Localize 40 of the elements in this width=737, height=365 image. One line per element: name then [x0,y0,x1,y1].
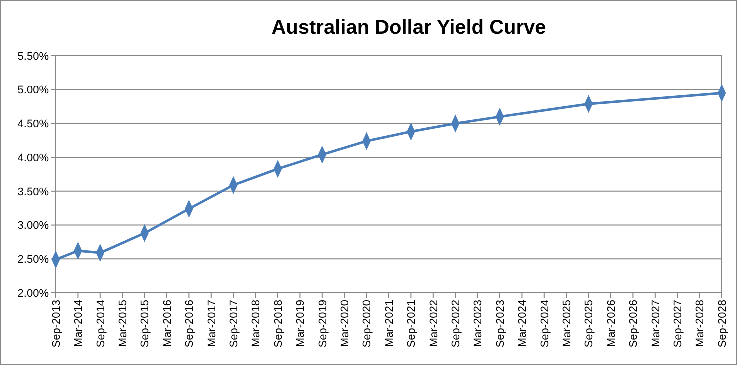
x-tick-label: Mar-2015 [117,300,130,348]
x-tick-label: Mar-2024 [517,300,530,348]
x-tick-label: Mar-2027 [650,300,662,348]
x-tick-label: Sep-2018 [272,300,285,348]
x-tick-label: Sep-2028 [716,300,729,348]
y-tick-label: 3.00% [18,220,50,232]
x-tick-label: Mar-2028 [694,300,707,348]
x-tick-label: Sep-2023 [494,300,507,348]
x-tick-label: Sep-2025 [584,300,596,348]
x-tick-label: Sep-2019 [317,300,330,348]
x-tick-label: Sep-2016 [184,300,196,348]
x-tick-label: Sep-2014 [95,300,108,348]
y-tick-label: 3.50% [18,186,50,198]
y-tick-label: 5.00% [18,84,50,97]
x-tick-label: Mar-2014 [73,300,86,348]
y-tick-label: 4.00% [18,152,50,164]
x-tick-label: Mar-2022 [428,300,440,348]
x-tick-label: Sep-2017 [228,300,240,348]
chart-title: Australian Dollar Yield Curve [272,17,546,39]
x-tick-label: Sep-2027 [672,300,684,348]
x-tick-label: Sep-2021 [406,300,418,348]
x-tick-label: Mar-2023 [472,300,485,348]
x-tick-label: Mar-2017 [206,300,218,348]
x-tick-label: Sep-2013 [50,300,63,348]
x-tick-label: Sep-2026 [628,300,640,348]
x-tick-label: Mar-2016 [162,300,174,348]
x-tick-label: Sep-2015 [140,300,152,348]
x-tick-label: Mar-2018 [250,300,263,348]
x-tick-label: Mar-2019 [295,300,308,348]
x-tick-label: Sep-2024 [539,300,552,348]
y-tick-label: 2.00% [18,288,50,300]
x-tick-label: Sep-2022 [450,300,462,348]
x-tick-label: Mar-2021 [384,300,396,348]
x-tick-label: Mar-2020 [339,300,352,348]
x-tick-label: Sep-2020 [362,300,374,348]
x-tick-label: Mar-2025 [561,300,574,348]
y-tick-label: 2.50% [18,254,50,266]
y-tick-label: 5.50% [18,50,50,63]
y-tick-label: 4.50% [18,118,50,131]
x-tick-label: Mar-2026 [606,300,618,348]
